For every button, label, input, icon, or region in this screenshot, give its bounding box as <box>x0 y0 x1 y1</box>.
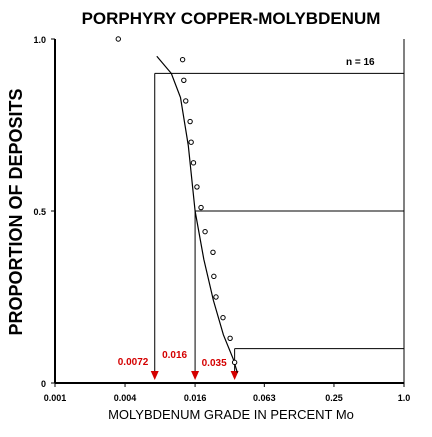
x-tick-label: 0.063 <box>253 393 276 403</box>
data-point <box>181 77 187 83</box>
percentile-label: 0.0072 <box>118 357 149 368</box>
y-tick-label: 0 <box>41 379 46 389</box>
data-point <box>213 294 219 300</box>
data-point <box>202 228 208 235</box>
x-tick-label: 0.25 <box>325 393 343 403</box>
x-tick-label: 1.0 <box>398 393 411 403</box>
data-point <box>211 273 217 280</box>
data-point <box>179 56 186 63</box>
sample-size-label: n = 16 <box>346 57 375 68</box>
x-tick-label: 0.001 <box>44 393 67 403</box>
x-tick-label: 0.004 <box>114 393 137 403</box>
plot-area: 0.001 0.004 0.016 0.063 0.25 1.0 0 0.5 1.0 n = 16… <box>33 35 410 403</box>
y-tick-label: 1.0 <box>33 35 46 45</box>
percentile-arrow <box>191 371 200 380</box>
percentile-arrow <box>150 371 159 380</box>
data-point <box>187 118 193 125</box>
chart-title: PORPHYRY COPPER-MOLYBDENUM <box>82 9 381 28</box>
percentile-label: 0.035 <box>202 358 227 369</box>
x-tick-label: 0.016 <box>184 393 207 403</box>
fitted-curve <box>156 55 238 373</box>
data-point <box>220 314 226 321</box>
data-point <box>210 249 216 255</box>
data-point <box>198 204 204 211</box>
percentile-arrow <box>230 371 239 380</box>
data-point <box>183 98 189 104</box>
x-axis-title: MOLYBDENUM GRADE IN PERCENT Mo <box>108 407 354 422</box>
data-point <box>194 184 200 190</box>
data-point <box>231 359 238 366</box>
data-point <box>188 139 194 145</box>
data-point <box>190 160 197 166</box>
data-point <box>227 335 233 341</box>
data-point <box>115 36 121 42</box>
y-tick-label: 0.5 <box>33 207 46 217</box>
percentile-label: 0.016 <box>162 350 187 361</box>
y-axis-title: PROPORTION OF DEPOSITS <box>6 88 26 335</box>
